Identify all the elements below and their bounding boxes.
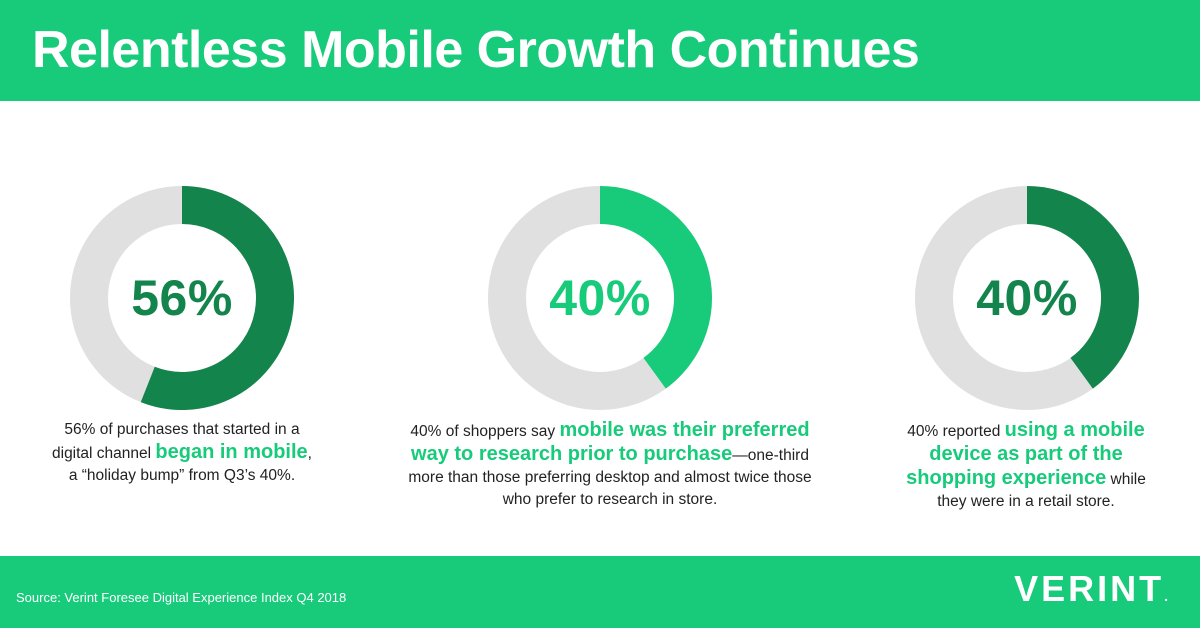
donut-value-3: 40% bbox=[976, 270, 1078, 326]
donut-segment-3 bbox=[1026, 186, 1139, 389]
caption-2-line-3: more than those preferring desktop and a… bbox=[408, 469, 812, 486]
caption-2-line-1: 40% of shoppers say mobile was their pre… bbox=[378, 419, 842, 443]
donut-chart-3: 40% bbox=[915, 186, 1139, 410]
caption-3: 40% reported using a mobile device as pa… bbox=[866, 419, 1186, 513]
caption-1-line-2: digital channel began in mobile, bbox=[12, 441, 352, 465]
caption-3-text: 40% reported bbox=[907, 423, 1005, 440]
donut-chart-1: 56% bbox=[70, 186, 294, 410]
caption-3-highlight-b: device as part of the bbox=[929, 443, 1123, 465]
source-note: Source: Verint Foresee Digital Experienc… bbox=[16, 590, 347, 605]
donut-segment-1 bbox=[140, 186, 294, 410]
caption-3-text-b: while bbox=[1106, 471, 1146, 488]
caption-1-text: digital channel bbox=[52, 445, 156, 462]
caption-1-comma: , bbox=[307, 445, 312, 462]
caption-2: 40% of shoppers say mobile was their pre… bbox=[378, 419, 842, 511]
caption-2-line-4: who prefer to research in store. bbox=[502, 491, 718, 508]
donut-svg-3 bbox=[915, 186, 1139, 410]
donut-value-2: 40% bbox=[549, 270, 651, 326]
donut-segment-2 bbox=[599, 186, 712, 389]
caption-1-highlight: began in mobile bbox=[155, 441, 308, 463]
verint-logo: VERINT. bbox=[1014, 568, 1168, 610]
caption-3-highlight-a: using a mobile bbox=[1004, 419, 1145, 441]
caption-1: 56% of purchases that started in a digit… bbox=[12, 419, 352, 487]
page-title: Relentless Mobile Growth Continues bbox=[32, 21, 920, 79]
caption-3-highlight-c: shopping experience bbox=[906, 467, 1107, 489]
caption-1-line-3: a “holiday bump” from Q3’s 40%. bbox=[68, 467, 296, 484]
caption-2-text-b: —one-third bbox=[732, 447, 809, 464]
caption-2-highlight-b: way to research prior to purchase bbox=[411, 443, 733, 465]
header-banner: Relentless Mobile Growth Continues bbox=[0, 0, 1200, 101]
caption-2-line-2: way to research prior to purchase—one-th… bbox=[378, 443, 842, 467]
caption-3-line-3: shopping experience while bbox=[866, 467, 1186, 491]
footer-banner: Source: Verint Foresee Digital Experienc… bbox=[0, 556, 1200, 628]
caption-3-line-2: device as part of the bbox=[866, 443, 1186, 467]
donut-svg-1 bbox=[70, 186, 294, 410]
caption-3-line-4: they were in a retail store. bbox=[937, 493, 1115, 510]
caption-1-line-1: 56% of purchases that started in a bbox=[64, 421, 300, 438]
donut-chart-2: 40% bbox=[488, 186, 712, 410]
donut-svg-2 bbox=[488, 186, 712, 410]
donut-value-1: 56% bbox=[131, 270, 233, 326]
caption-2-text: 40% of shoppers say bbox=[410, 423, 560, 440]
caption-3-line-1: 40% reported using a mobile bbox=[866, 419, 1186, 443]
verint-logo-mark: . bbox=[1164, 588, 1168, 604]
verint-logo-text: VERINT bbox=[1014, 568, 1165, 609]
caption-2-highlight-a: mobile was their preferred bbox=[559, 419, 810, 441]
